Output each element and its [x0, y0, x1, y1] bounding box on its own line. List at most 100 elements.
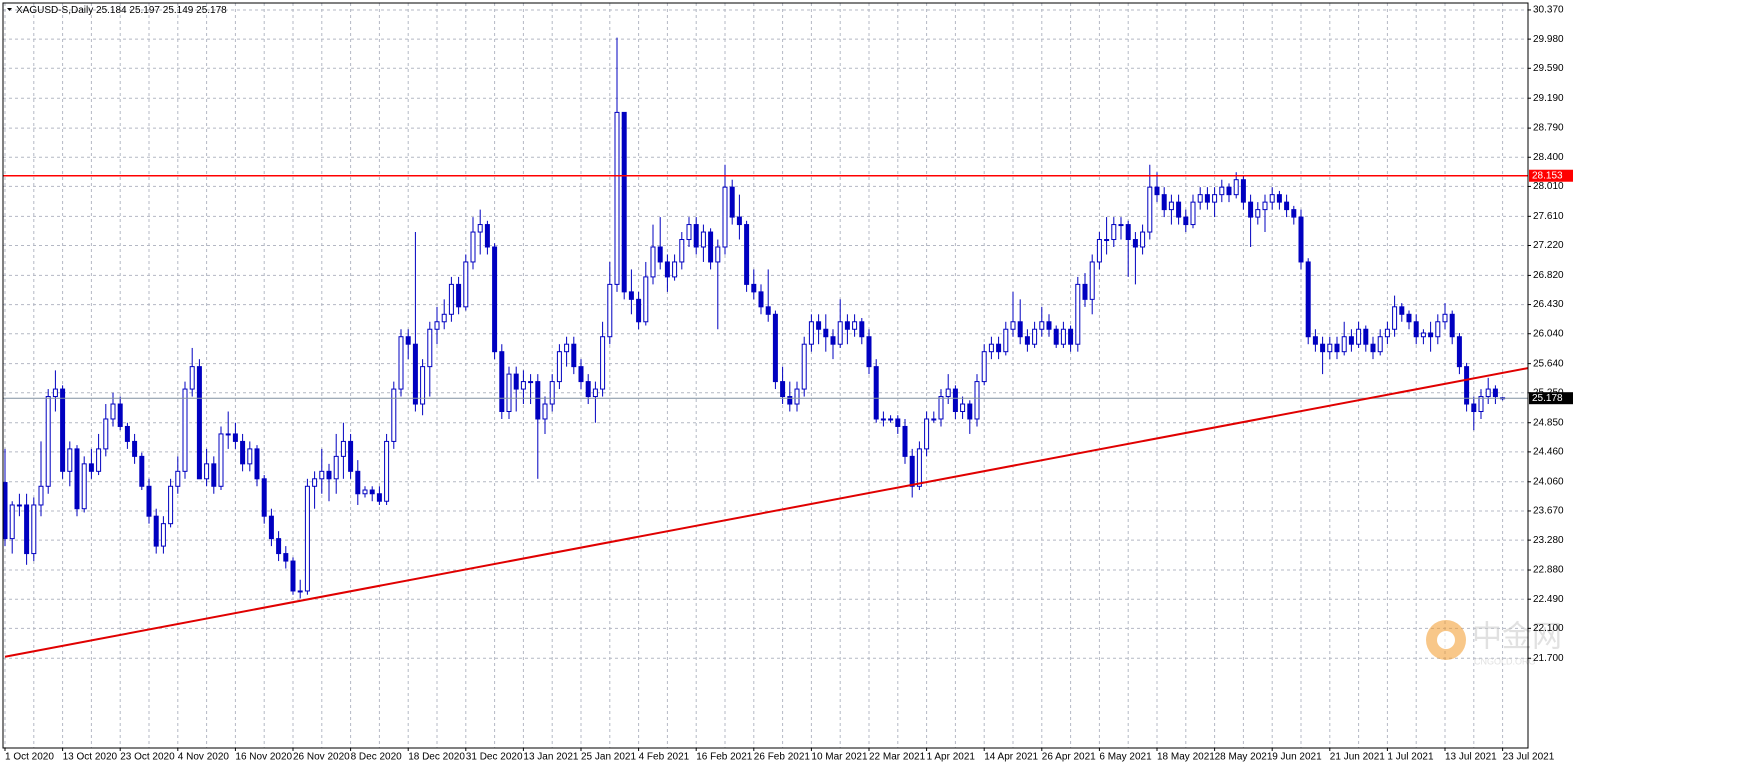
candle-body [1471, 403, 1477, 413]
x-tick-label: 31 Dec 2020 [466, 752, 523, 763]
candle-body [1428, 332, 1434, 338]
candle-body [952, 388, 958, 413]
candle-body [1485, 388, 1491, 398]
candle-body [1413, 321, 1419, 338]
y-tick-label: 25.640 [1533, 358, 1564, 369]
candle-body [168, 485, 174, 525]
candle-body [621, 111, 627, 293]
candle-body [412, 343, 418, 405]
candle-body [240, 440, 246, 465]
y-tick-label: 21.700 [1533, 653, 1564, 664]
candle-body [693, 224, 699, 248]
candle-body [124, 425, 130, 442]
candle-body [758, 291, 764, 308]
candle-body [391, 388, 397, 442]
y-tick-label: 24.460 [1533, 447, 1564, 458]
candle-body [880, 418, 886, 421]
candle-body [859, 321, 865, 338]
candle-body [448, 283, 454, 315]
candle-body [189, 366, 195, 390]
candle-body [664, 261, 670, 278]
candle-body [823, 328, 829, 338]
candle-body [744, 224, 750, 285]
candle-body [283, 553, 289, 562]
candle-body [196, 366, 202, 480]
candle-body [528, 381, 534, 384]
candle-body [1226, 186, 1232, 196]
x-tick-label: 16 Nov 2020 [235, 752, 292, 763]
candle-body [1492, 388, 1498, 398]
candle-body [715, 246, 721, 263]
candle-body [636, 298, 642, 323]
candle-body [873, 366, 879, 420]
candle-body [304, 485, 310, 592]
candle-body [38, 485, 44, 506]
candle-body [916, 448, 922, 487]
candle-body [1356, 328, 1362, 345]
candle-body [679, 239, 685, 263]
x-tick-label: 13 Oct 2020 [63, 752, 118, 763]
candle-body [355, 470, 361, 495]
candle-body [895, 418, 901, 427]
candle-body [1161, 194, 1167, 211]
y-tick-label: 28.010 [1533, 181, 1564, 192]
x-tick-label: 1 Oct 2020 [5, 752, 54, 763]
candle-body [592, 388, 598, 398]
candle-body [477, 224, 483, 233]
candle-body [139, 455, 145, 487]
candle-body [542, 403, 548, 420]
candle-body [110, 403, 116, 420]
candle-body [513, 373, 519, 390]
candle-body [1284, 201, 1290, 211]
level-label-box [1529, 169, 1573, 182]
close: 25.178 [196, 5, 227, 16]
candle-body [16, 504, 22, 507]
candle-body [204, 463, 210, 480]
candle-body [1233, 179, 1239, 196]
x-tick-label: 1 Jul 2021 [1387, 752, 1434, 763]
candle-body [808, 321, 814, 345]
low: 25.149 [163, 5, 194, 16]
x-tick-label: 26 Nov 2020 [293, 752, 350, 763]
candle-body [1183, 216, 1189, 226]
candle-body [247, 448, 253, 465]
candle-body [816, 321, 822, 330]
candle-body [384, 440, 390, 502]
candle-body [31, 504, 37, 555]
symbol: XAGUSD-S,Daily [16, 5, 93, 16]
candle-body [225, 433, 231, 436]
candle-body [830, 336, 836, 345]
candle-body [888, 418, 894, 421]
candle-body [268, 515, 274, 540]
candle-body [420, 366, 426, 405]
candle-body [312, 478, 318, 487]
candle-body [1046, 321, 1052, 330]
candle-body [60, 388, 66, 472]
candle-body [931, 418, 937, 421]
candle-body [909, 455, 915, 487]
candle-body [1060, 328, 1066, 345]
candle-body [1262, 201, 1268, 211]
candle-body [1435, 321, 1441, 338]
candle-body [1248, 201, 1254, 218]
candle-body [607, 283, 613, 338]
candle-body [3, 482, 8, 540]
candle-body [103, 418, 109, 450]
candle-body [801, 343, 807, 390]
candle-body [708, 231, 714, 263]
watermark-logo-inner [1437, 631, 1455, 649]
candle-body [794, 388, 800, 405]
candle-body [1024, 336, 1030, 345]
candle-body [1276, 194, 1282, 203]
candle-body [852, 321, 858, 330]
candle-body [787, 396, 793, 405]
candle-body [146, 485, 152, 517]
candle-body [722, 186, 728, 248]
candle-body [600, 336, 606, 390]
candle-body [1363, 328, 1369, 345]
x-tick-label: 9 Jun 2021 [1272, 752, 1322, 763]
candle-body [405, 336, 411, 345]
x-tick-label: 25 Jan 2021 [581, 752, 636, 763]
